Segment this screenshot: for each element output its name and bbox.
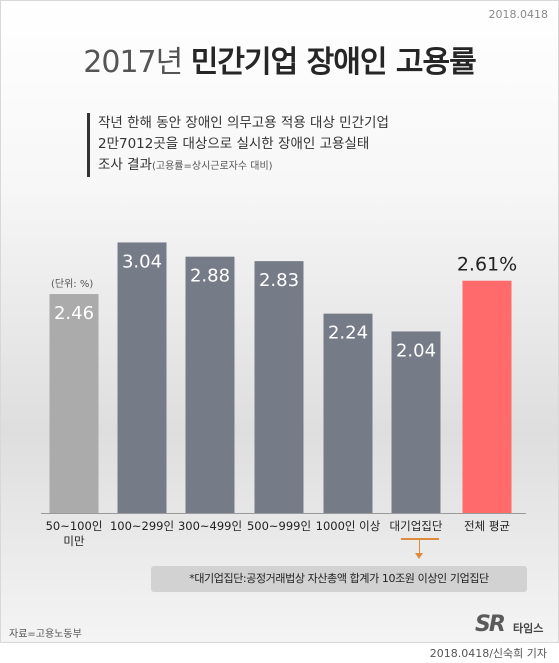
header-date: 2018.0418 xyxy=(488,8,549,21)
subtitle-line-3-main: 조사 결과 xyxy=(98,157,152,173)
note-pointer-stem xyxy=(419,538,420,556)
category-label-4: 500~999인 xyxy=(247,519,311,533)
bar-6 xyxy=(391,331,441,513)
bar-7 xyxy=(462,280,512,513)
logo-text: 타임스 xyxy=(513,622,544,635)
value-label-4: 2.83 xyxy=(259,270,299,291)
subtitle-line-2: 2만7012곳을 대상으로 실시한 장애인 고용실태 xyxy=(98,136,370,152)
category-label-7: 전체 평균 xyxy=(464,519,510,533)
byline: 2018.0418/신숙희 기자 xyxy=(429,647,547,660)
category-label-1-line-1: 50~100인 xyxy=(46,519,103,533)
category-label-5: 1000인 이상 xyxy=(316,519,381,533)
value-label-3: 2.88 xyxy=(190,266,230,287)
chart-title: 2017년 민간기업 장애인 고용률 xyxy=(1,37,558,81)
chart-subtitle: 작년 한해 동안 장애인 의무고용 적용 대상 민간기업 2만7012곳을 대상… xyxy=(87,113,478,177)
bar-5 xyxy=(323,313,373,513)
arrow-down-icon xyxy=(415,553,423,559)
value-label-1: 2.46 xyxy=(54,303,94,324)
logo: SR 타임스 xyxy=(475,612,551,638)
title-text: 민간기업 장애인 고용률 xyxy=(190,45,477,80)
source-label: 자료=고용노동부 xyxy=(9,629,82,640)
unit-label: (단위: %) xyxy=(51,279,94,290)
category-label-2: 100~299인 xyxy=(110,519,174,533)
chart-baseline xyxy=(41,513,526,514)
bar-4 xyxy=(254,261,304,513)
subtitle-line-3: 조사 결과(고용률=상시근로자수 대비) xyxy=(98,155,478,177)
bar-2 xyxy=(117,242,167,513)
logo-mark: SR xyxy=(475,612,506,637)
category-label-6: 대기업집단 xyxy=(390,519,443,533)
value-label-2: 3.04 xyxy=(122,251,162,272)
infographic-card: 2018.0418 2017년 민간기업 장애인 고용률 작년 한해 동안 장애… xyxy=(0,0,559,643)
category-label-1-line-2: 미만 xyxy=(63,534,85,548)
title-year: 2017년 xyxy=(83,45,183,80)
note-pointer-line xyxy=(401,538,439,540)
category-label-3: 300~499인 xyxy=(178,519,242,533)
value-label-5: 2.24 xyxy=(328,323,368,344)
value-label-6: 2.04 xyxy=(396,340,436,361)
bar-1 xyxy=(49,294,99,513)
subtitle-line-1: 작년 한해 동안 장애인 의무고용 적용 대상 민간기업 xyxy=(98,115,389,131)
value-label-7: 2.61% xyxy=(457,254,517,276)
subtitle-line-3-note: (고용률=상시근로자수 대비) xyxy=(151,161,273,172)
footnote-box: *대기업집단:공정거래법상 자산총액 합계가 10조원 이상인 기업집단 xyxy=(151,566,527,592)
bar-3 xyxy=(185,256,235,513)
